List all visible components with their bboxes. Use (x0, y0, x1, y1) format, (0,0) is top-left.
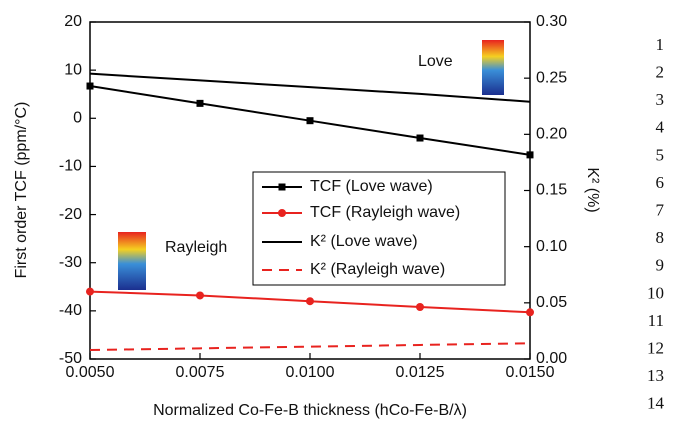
y2-tick-label: 0.30 (536, 13, 567, 30)
line-number: 5 (656, 145, 665, 164)
marker (306, 117, 314, 125)
x-tick-label: 0.0050 (66, 364, 115, 381)
legend-label: TCF (Love wave) (310, 178, 433, 195)
marker (86, 82, 94, 90)
marker (416, 134, 424, 142)
line-number: 8 (656, 228, 665, 247)
rayleigh-inset (118, 232, 146, 290)
x-tick-label: 0.0100 (286, 364, 335, 381)
marker (416, 303, 424, 312)
line-number: 6 (656, 173, 665, 192)
line-number: 9 (656, 256, 665, 275)
series-line (89, 342, 531, 352)
marker (86, 287, 94, 296)
y-tick-label: 10 (64, 61, 82, 78)
legend-marker (278, 209, 286, 217)
y2-tick-label: 0.00 (536, 350, 567, 367)
line-number: 4 (656, 118, 665, 137)
marker (526, 308, 534, 317)
legend-marker (278, 183, 286, 191)
y-tick-label: 0 (73, 110, 82, 127)
line-number: 10 (647, 283, 664, 302)
legend-label: K² (Love wave) (310, 233, 418, 250)
marker (196, 291, 204, 300)
line-number: 2 (656, 63, 665, 82)
legend-label: K² (Rayleigh wave) (310, 261, 445, 278)
y-tick-label: -50 (59, 350, 82, 367)
x-tick-label: 0.0150 (506, 364, 555, 381)
line-number: 1 (656, 35, 665, 54)
series-line (89, 72, 531, 103)
line-number: 3 (656, 90, 665, 109)
line-number: 11 (648, 311, 664, 330)
marker (196, 99, 204, 107)
x-axis-label: Normalized Co-Fe-B thickness (hCo-Fe-B/λ… (153, 402, 467, 419)
y-tick-label: -20 (59, 206, 82, 223)
marker (526, 151, 534, 159)
legend-box (252, 171, 506, 286)
y-axis-label: First order TCF (ppm/°C) (13, 102, 30, 279)
line-number: 14 (647, 394, 665, 413)
love-inset (482, 40, 504, 95)
y-tick-label: -10 (59, 158, 82, 175)
x-tick-label: 0.0075 (176, 364, 225, 381)
marker (306, 297, 314, 306)
line-number: 13 (647, 366, 664, 385)
y2-tick-label: 0.15 (536, 182, 567, 199)
line-number: 12 (647, 339, 664, 358)
y2-axis-label: K² (%) (584, 167, 601, 212)
annotation: Love (418, 53, 453, 70)
y-tick-label: -40 (59, 302, 82, 319)
annotation: Rayleigh (165, 239, 227, 256)
y2-tick-label: 0.25 (536, 69, 567, 86)
legend-label: TCF (Rayleigh wave) (310, 204, 460, 221)
y-tick-label: -30 (59, 254, 82, 271)
y2-tick-label: 0.10 (536, 238, 567, 255)
y2-tick-label: 0.20 (536, 126, 567, 143)
x-tick-label: 0.0125 (396, 364, 445, 381)
line-number: 7 (656, 201, 665, 220)
y-tick-label: 20 (64, 13, 82, 30)
y2-tick-label: 0.05 (536, 294, 567, 311)
